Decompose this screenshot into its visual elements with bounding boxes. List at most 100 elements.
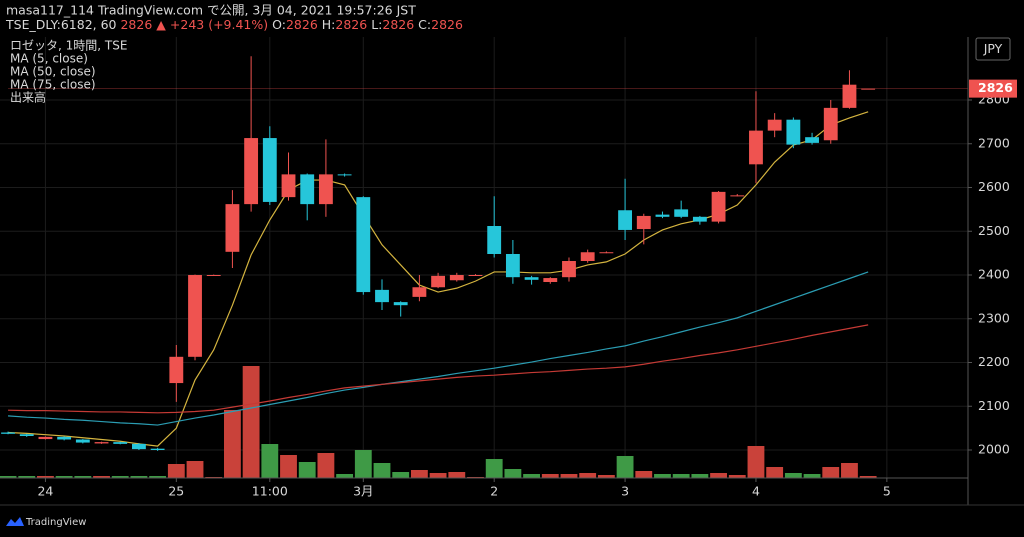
currency-box[interactable] [975,37,1011,61]
ohlc-label: L: [371,17,382,32]
volume-bar [280,455,297,478]
y-tick-label: 2000 [978,442,1010,457]
y-tick-label: 2600 [978,179,1010,194]
volume-bar [710,473,727,478]
ohlc-value: 2826 [335,17,367,32]
candle-body [169,356,184,384]
symbol: TSE_DLY:6182, 60 [5,17,117,32]
candle-body [562,261,576,278]
ohlc-label: H: [322,17,336,32]
candle-body [300,174,315,205]
candle-body [75,439,90,443]
ma-line [8,324,869,414]
x-tick-label: 3 [621,484,629,499]
ma-line [7,271,869,426]
volume-bar [55,476,73,478]
volume-bar [317,453,335,478]
volume-bar [541,474,559,478]
x-tick-label: 2 [490,484,498,499]
candle-body [38,436,53,440]
volume-bar [429,473,447,478]
candle-body [711,191,726,222]
volume-bar [74,476,92,478]
y-tick-label: 2100 [978,398,1010,413]
candle-body [412,287,427,297]
y-tick-label: 2400 [978,267,1010,282]
candle-body [487,226,502,254]
volume-bar [784,473,802,478]
currency[interactable]: JPY [983,41,1003,56]
instrument: ロゼッタ, 1時間, TSE [10,39,127,53]
volume-bar [37,476,54,478]
candle-body [618,210,632,230]
candle-body [786,119,801,145]
last-price-label: 2826 [978,80,1013,95]
volume-bar [691,474,709,478]
volume-bar [298,462,316,478]
candle-body [225,204,240,252]
volume-bar [672,474,690,478]
volume-bar [766,467,784,478]
candle-body [823,107,838,141]
volume-bar [224,410,241,478]
candle-body [206,275,221,276]
brand: TradingView [25,517,86,528]
volume-bar [728,475,746,478]
symbol-line: TSE_DLY:6182, 60 2826 ▲ +243 (+9.41%) O:… [5,17,463,32]
candle-body [431,275,446,288]
candle-body [449,275,464,281]
volume-bar [597,475,615,478]
candle-body [337,174,352,176]
volume-bar [485,459,503,478]
candle-body [636,215,651,230]
y-tick-label: 2500 [978,223,1010,238]
candle-body [244,138,259,205]
candle-body [393,302,408,306]
volume-bar [616,456,634,478]
candle-body [150,448,165,450]
volume-bar [149,476,167,478]
candle-body [655,214,670,217]
candle-body [281,174,296,198]
volume-bar [186,461,204,478]
candle-body [749,130,763,165]
volume-bar [504,469,522,478]
volume-bar [167,464,185,478]
logo [6,517,24,526]
volume-bar [822,467,840,478]
volume-bar [560,474,578,478]
candle-body [356,197,371,293]
volume-bar [859,476,877,478]
candle-body [19,434,34,436]
volume-bar [93,476,110,478]
volume-bar [18,476,36,478]
candle-body [505,254,520,278]
volume-bar [448,472,466,478]
ohlc-value: 2826 [286,17,318,32]
y-tick-label: 2200 [978,354,1010,369]
candle-body [468,275,483,276]
candle-body [132,443,146,450]
legend-entry: 出来高 [10,90,46,105]
candle-body [861,88,876,90]
volume-bar [242,366,260,478]
ohlc-label: O: [272,17,286,32]
volume-bar [523,474,541,478]
ohlc-label: C: [418,17,431,32]
candle-body [543,278,558,282]
volume-bar [354,450,372,478]
legend: ロゼッタ, 1時間, TSE MA (5, close) MA (50, clo… [10,39,127,105]
candle-body [730,195,745,197]
volume-bar [579,473,597,478]
candle-body [113,442,128,444]
volume-bar [410,470,428,478]
candle-body [842,84,857,108]
volume-bar [130,476,148,478]
volume-bar [261,444,279,478]
last-price-box [969,79,1017,98]
legend-entry: MA (50, close) [10,65,96,79]
candle-body [692,216,707,222]
volume-bar [635,471,653,478]
